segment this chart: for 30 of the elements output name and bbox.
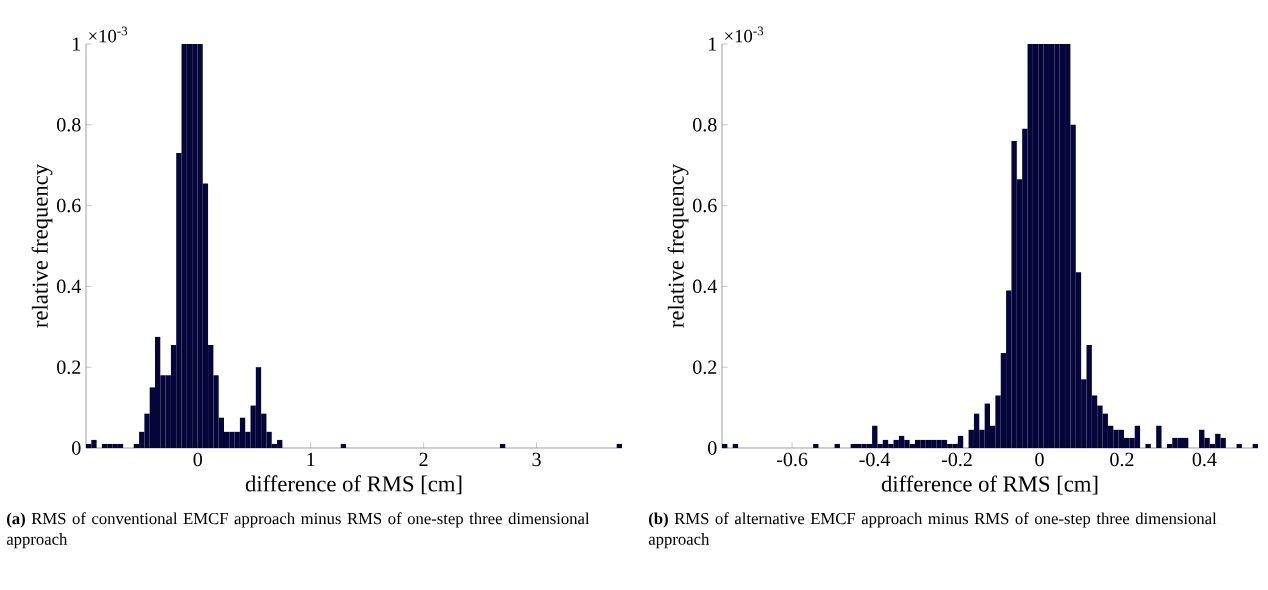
x-axis-title: difference of RMS [cm] [245, 475, 462, 495]
y-tick-label: 0.4 [693, 279, 717, 294]
y-tick-label: 0.2 [57, 360, 81, 374]
text: ×10$^{-3}$ [725, 26, 764, 43]
x-tick-label: 0 [1035, 452, 1044, 467]
y-tick-label: 1 [73, 37, 81, 51]
text: ×10$^{-3}$ [89, 26, 128, 43]
y-tick-label: 1 [709, 37, 717, 51]
y-tick-label: 0.8 [693, 118, 717, 132]
y-tick-label: 0 [708, 441, 717, 455]
y-axis-title: relative frequency [31, 163, 53, 328]
y-tick-label: 0.6 [693, 198, 717, 213]
text: (b) RMS of alternative EMCF approach minus RMS of one-step three dimensional approach [648, 512, 1217, 549]
y-tick-label: 0.8 [57, 118, 81, 132]
x-tick-label: 3 [532, 452, 541, 467]
x-tick-label: 0.2 [1110, 452, 1134, 467]
x-tick-label: 0 [193, 452, 203, 467]
y-tick-label: 0.6 [57, 198, 81, 213]
y-axis-title: relative frequency [667, 163, 689, 328]
y-tick-label: 0 [72, 441, 81, 455]
x-tick-label: 2 [419, 452, 428, 466]
x-tick-label: -0.4 [859, 452, 891, 467]
x-tick-label: 0.4 [1192, 452, 1217, 467]
x-tick-label: 1 [307, 452, 315, 466]
text: (a) RMS of conventional EMCF approach minus RMS of one-step three dimensional approach [6, 512, 590, 549]
y-tick-label: 0.4 [57, 279, 81, 294]
x-tick-label: -0.2 [941, 452, 972, 467]
y-tick-label: 0.2 [693, 360, 717, 374]
x-tick-label: -0.6 [777, 452, 808, 467]
x-axis-title: difference of RMS [cm] [881, 475, 1098, 495]
